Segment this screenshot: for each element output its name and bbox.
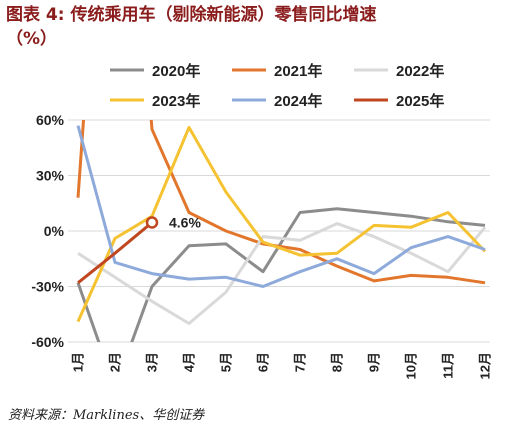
x-tick-label: 6月	[256, 352, 271, 372]
y-tick-label: 60%	[36, 112, 65, 128]
y-axis-tick-labels: 60% 30% 0% -30% -60%	[31, 112, 64, 350]
data-point-marker	[145, 216, 159, 229]
series-line-2021年	[76, 120, 486, 285]
y-tick-label: -60%	[31, 334, 64, 350]
x-tick-label: 2月	[108, 352, 123, 372]
x-tick-label: 8月	[330, 352, 345, 372]
x-tick-label: 11月	[441, 352, 456, 379]
legend-label: 2023年	[152, 92, 200, 110]
chart-title: 图表 4: 传统乘用车（剔除新能源）零售同比增速 （%）	[6, 3, 518, 51]
x-tick-label: 5月	[219, 352, 234, 372]
x-tick-label: 4月	[182, 352, 197, 372]
legend: 2020年 2021年 2022年 2023年 2024年 2025年	[110, 62, 444, 110]
x-tick-label: 9月	[367, 352, 382, 372]
legend-label: 2024年	[274, 92, 322, 110]
x-tick-label: 10月	[404, 352, 419, 379]
series-line-2020年	[76, 207, 486, 342]
x-tick-label: 1月	[71, 352, 86, 372]
markers: 4.6%	[145, 214, 201, 230]
line-chart: 2020年 2021年 2022年 2023年 2024年 2025年 60% 30% 0% -…	[31, 62, 493, 379]
series-line-2023年	[76, 125, 487, 323]
legend-label: 2020年	[152, 62, 200, 80]
x-axis-tick-labels: 1月 2月 3月 4月 5月 6月 7月 8月 9月 10月 11月 12月	[71, 352, 493, 379]
x-tick-label: 3月	[145, 352, 160, 372]
gridlines	[68, 119, 490, 343]
series-line-2024年	[76, 125, 486, 288]
y-tick-label: -30%	[31, 279, 64, 295]
series-lines	[76, 120, 487, 342]
legend-label: 2021年	[274, 62, 322, 80]
legend-label: 2022年	[396, 62, 444, 80]
source-note: 资料来源：Marklines、华创证券	[8, 408, 205, 423]
data-label: 4.6%	[169, 214, 201, 230]
x-tick-label: 12月	[478, 352, 493, 379]
x-tick-label: 7月	[293, 352, 308, 372]
chart-title-line-1: 图表 4: 传统乘用车（剔除新能源）零售同比增速	[6, 5, 377, 25]
chart-title-line-2: （%）	[6, 29, 58, 49]
y-tick-label: 30%	[36, 168, 65, 184]
legend-label: 2025年	[396, 92, 444, 110]
y-tick-label: 0%	[44, 223, 65, 239]
series-line-2022年	[77, 222, 487, 325]
series-line-2025年	[77, 221, 153, 284]
